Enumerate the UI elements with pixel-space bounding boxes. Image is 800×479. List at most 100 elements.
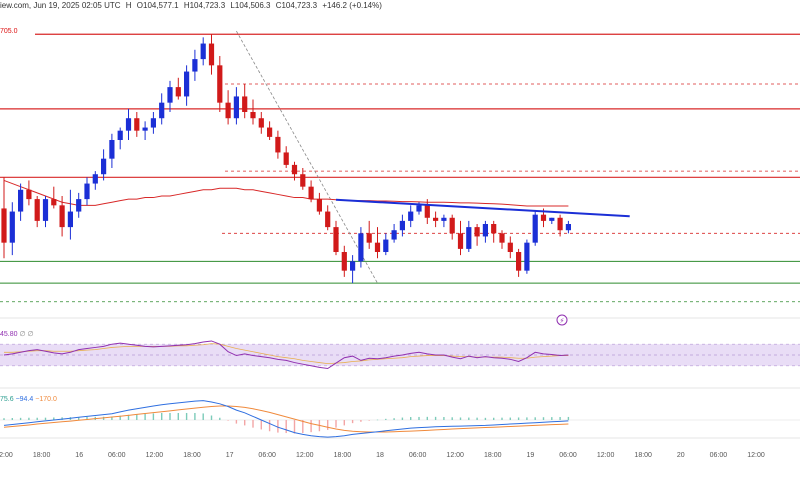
macd-histogram-bar — [3, 418, 5, 420]
x-axis-tick-label: 19 — [527, 452, 535, 459]
candle-body — [557, 217, 563, 231]
candle-body — [184, 71, 190, 97]
macd-histogram-bar — [152, 413, 155, 420]
candle-body — [300, 174, 306, 187]
candle-body — [416, 205, 422, 212]
macd-histogram-bar — [285, 420, 287, 434]
x-axis-tick-label: 18:00 — [183, 452, 201, 459]
macd-histogram-bar — [202, 413, 204, 420]
candle-body — [441, 217, 447, 221]
candle-body — [532, 214, 538, 243]
macd-histogram-bar — [567, 416, 570, 420]
candle-body — [383, 239, 389, 252]
macd-histogram-bar — [434, 416, 437, 420]
x-axis-tick-label: 12:00 — [446, 452, 464, 459]
candle-body — [1, 208, 7, 243]
macd-histogram-bar — [194, 412, 196, 420]
macd-histogram-bar — [219, 417, 221, 420]
macd-histogram-bar — [385, 418, 387, 420]
candle-body — [540, 214, 547, 221]
macd-histogram-bar — [169, 412, 171, 420]
x-axis-tick-label: 06:00 — [710, 452, 728, 459]
macd-histogram-bar — [302, 420, 304, 434]
candle-body — [507, 242, 513, 252]
candle-body — [565, 224, 571, 231]
macd-histogram-bar — [551, 417, 553, 420]
descending-trendline — [335, 198, 630, 218]
macd-histogram-bar — [559, 417, 561, 420]
macd-histogram-bar — [327, 420, 329, 430]
macd-histogram-bar — [401, 417, 404, 420]
macd-histogram-bar — [260, 420, 262, 430]
candle-body — [242, 96, 248, 112]
candle-body — [9, 211, 15, 243]
x-axis-tick-label: 06:00 — [559, 452, 577, 459]
macd-histogram-bar — [542, 417, 545, 420]
macd-histogram-bar — [393, 418, 395, 420]
macd-v3: −170.0 — [35, 396, 57, 403]
macd-signal-line — [3, 405, 569, 433]
macd-histogram-bar — [127, 414, 130, 420]
x-axis-tick-label: 12:00 — [296, 452, 314, 459]
macd-histogram-bar — [509, 417, 511, 420]
candle-body — [109, 140, 115, 159]
macd-histogram-bar — [144, 413, 146, 420]
macd-histogram-bar — [418, 416, 420, 420]
macd-histogram-bar — [451, 417, 453, 420]
candle-body — [283, 152, 289, 165]
candle-body — [267, 127, 273, 137]
candle-body — [233, 96, 239, 119]
macd-histogram-bar — [86, 416, 88, 420]
candle-body — [200, 43, 206, 60]
macd-histogram-bar — [177, 412, 179, 420]
candle-body — [408, 211, 414, 221]
price-level-label: 705.0 — [0, 28, 18, 35]
candle-body — [167, 87, 173, 103]
candle-body — [59, 205, 65, 228]
macd-v2: −94.4 — [15, 396, 34, 403]
macd-histogram-bar — [534, 417, 536, 420]
candle-body — [333, 227, 339, 252]
macd-histogram-bar — [161, 412, 163, 420]
macd-histogram-bar — [476, 417, 478, 420]
macd-histogram-bar — [36, 417, 38, 420]
macd-histogram-bar — [335, 420, 337, 428]
macd-histogram-bar — [136, 414, 138, 420]
macd-histogram-bar — [443, 417, 445, 420]
candle-body — [466, 227, 472, 249]
macd-histogram-bar — [227, 420, 229, 421]
macd-histogram-bar — [501, 417, 503, 420]
x-axis-tick-label: 18:00 — [334, 452, 352, 459]
macd-histogram-bar — [185, 412, 188, 420]
rsi-line — [3, 340, 569, 370]
macd-histogram-bar — [268, 420, 271, 432]
x-axis-tick-label: 16 — [75, 452, 83, 459]
candle-body — [350, 261, 356, 271]
candle-body — [134, 118, 140, 131]
macd-histogram-bar — [28, 417, 30, 420]
rsi-legend: 45.80 ∅ ∅ — [0, 330, 34, 338]
x-axis-tick-label: 12:00 — [146, 452, 164, 459]
macd-histogram-bar — [484, 417, 487, 420]
candle-body — [499, 233, 505, 243]
macd-histogram-bar — [44, 417, 47, 420]
candle-body — [34, 199, 40, 221]
candle-body — [18, 189, 24, 212]
candle-body — [449, 217, 455, 234]
macd-histogram-bar — [526, 417, 528, 420]
macd-histogram-bar — [102, 416, 105, 420]
candle-body — [457, 233, 464, 249]
candle-body — [84, 183, 90, 200]
x-axis-tick-label: 17 — [226, 452, 234, 459]
x-axis-tick-label: 12:00 — [0, 452, 13, 459]
header-high: H104,723.3 — [183, 1, 226, 10]
header-source: iew.com, Jun 19, 2025 02:05 UTC — [0, 1, 121, 10]
macd-histogram-bar — [53, 417, 55, 420]
candle-body — [549, 217, 555, 221]
candle-body — [51, 199, 57, 206]
candle-body — [142, 127, 148, 131]
x-axis-tick-label: 20 — [677, 452, 685, 459]
candle-body — [474, 227, 480, 237]
